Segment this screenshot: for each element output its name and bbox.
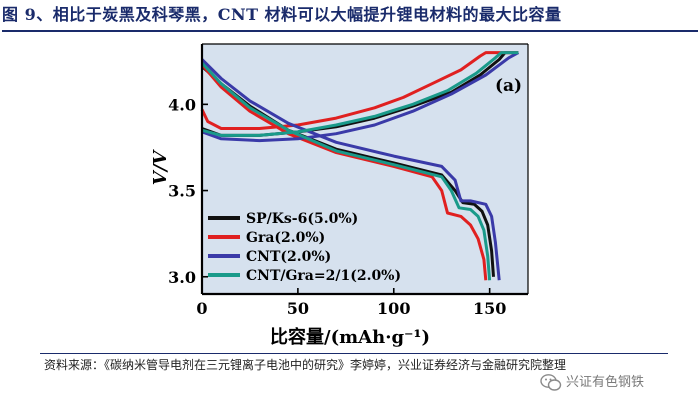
source-divider: [40, 353, 668, 354]
watermark-text: 兴证有色钢铁: [566, 375, 645, 390]
legend-label-4: CNT/Gra=2/1(2.0%): [246, 268, 401, 284]
series-line-4-charge: [201, 51, 519, 137]
legend-label-3: CNT(2.0%): [246, 249, 331, 265]
series-line-4-discharge: [200, 61, 492, 281]
x-tick-label: 150: [473, 299, 506, 318]
series-line-2-charge: [200, 51, 519, 130]
x-tick-label: 50: [287, 299, 309, 318]
chart-svg: 0 50 100 150 3.0 3.5 4.0 SP/Ks-6(5.0%) Gra(2.0%…: [150, 43, 529, 348]
page-title: 图 9、相比于炭黑及科琴黑，CNT 材料可以大幅提升锂电材料的最大比容量: [2, 2, 698, 28]
series-line-2-discharge: [200, 63, 488, 281]
axes: 0 50 100 150 3.0 3.5 4.0: [168, 43, 529, 318]
y-axis-label: V/V: [150, 149, 171, 186]
y-tick-label: 4.0: [168, 95, 196, 114]
plot-background: [202, 44, 528, 294]
x-tick-label: 100: [377, 299, 410, 318]
legend-label-2: Gra(2.0%): [246, 230, 325, 246]
title-divider: [2, 30, 698, 32]
source-note: 资料来源：《碳纳米管导电剂在三元锂离子电池中的研究》李婷婷，兴业证券经济与金融研…: [44, 358, 567, 372]
series-line-3-discharge: [200, 58, 501, 281]
legend: SP/Ks-6(5.0%) Gra(2.0%) CNT(2.0%) CNT/Gra=2…: [208, 211, 401, 284]
series-line-3-charge: [201, 51, 520, 143]
legend-label-1: SP/Ks-6(5.0%): [246, 211, 358, 227]
wechat-icon: [540, 374, 562, 391]
series-group: [200, 51, 520, 281]
x-axis-label: 比容量/(mAh·g⁻¹): [270, 326, 430, 348]
plot-area: [202, 44, 528, 294]
x-tick-label: 0: [196, 299, 207, 318]
y-tick-label: 3.5: [168, 182, 196, 201]
y-tick-label: 3.0: [168, 268, 196, 287]
chart-figure: 0 50 100 150 3.0 3.5 4.0 SP/Ks-6(5.0%) Gra(2.0%…: [150, 34, 550, 352]
watermark: 兴证有色钢铁: [540, 372, 696, 394]
panel-label: (a): [495, 76, 522, 96]
